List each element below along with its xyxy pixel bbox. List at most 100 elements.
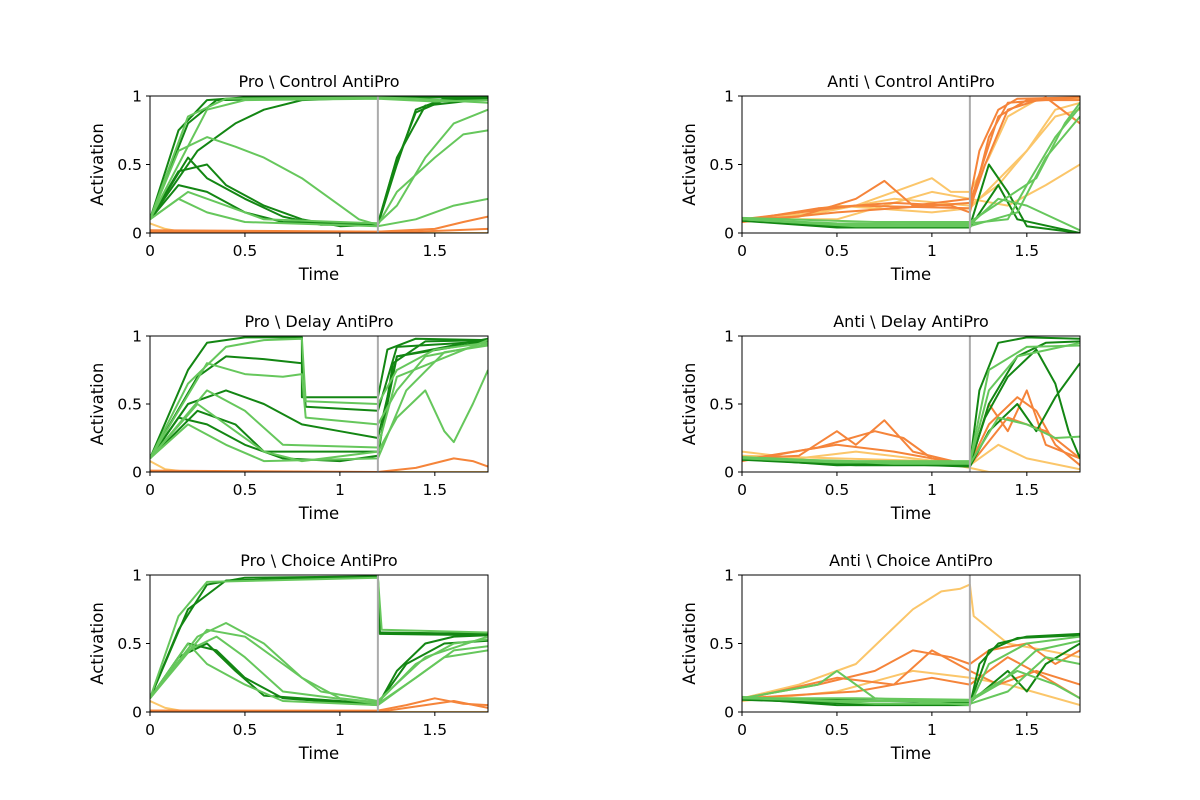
subplot-anti_choice: 0 0.5 1 1.5 0 0.5 1 Anti \ Choice AntiPro Time Ac… <box>680 551 1081 763</box>
x-tick-label: 0.5 <box>233 481 258 499</box>
x-tick-label: 1 <box>927 721 937 739</box>
series-line-light_green-7 <box>150 369 488 463</box>
subplot-title: Pro \ Control AntiPro <box>238 72 399 91</box>
series-group <box>150 575 488 712</box>
y-tick-label: 1 <box>132 88 142 106</box>
subplot-title: Anti \ Delay AntiPro <box>833 312 989 331</box>
series-line-dark_orange-5 <box>742 96 1080 222</box>
subplot-anti_delay: 0 0.5 1 1.5 0 0.5 1 Anti \ Delay AntiPro Time Act… <box>680 312 1081 523</box>
y-axis-label: Activation <box>88 602 107 685</box>
y-tick-label: 0 <box>724 704 734 722</box>
series-line-light_green-8 <box>150 197 488 228</box>
x-axis-label: Time <box>890 504 931 523</box>
x-tick-label: 1 <box>335 242 345 260</box>
x-tick-label: 0 <box>145 242 155 260</box>
y-tick-label: 0 <box>724 464 734 482</box>
x-tick-label: 0 <box>737 721 747 739</box>
series-line-light_green-10 <box>150 97 488 220</box>
x-tick-label: 0 <box>145 721 155 739</box>
x-tick-label: 1.5 <box>1015 242 1040 260</box>
subplot-pro_delay: 0 0.5 1 1.5 0 0.5 1 Pro \ Delay AntiPro Time Acti… <box>88 312 489 523</box>
y-tick-label: 0.5 <box>709 635 734 653</box>
series-line-light_green-11 <box>742 115 1080 228</box>
y-tick-label: 0 <box>724 225 734 243</box>
y-tick-label: 0.5 <box>117 156 142 174</box>
y-axis-label: Activation <box>88 363 107 446</box>
series-line-dark_green-4 <box>150 97 488 226</box>
x-axis-label: Time <box>890 744 931 763</box>
x-axis-label: Time <box>298 504 339 523</box>
y-tick-label: 1 <box>132 567 142 585</box>
series-group <box>150 96 488 233</box>
y-tick-label: 0.5 <box>117 635 142 653</box>
series-line-light_green-5 <box>150 337 488 459</box>
series-line-light_green-8 <box>150 344 488 463</box>
x-tick-label: 0.5 <box>825 721 850 739</box>
x-tick-label: 0.5 <box>825 481 850 499</box>
series-group <box>742 336 1080 472</box>
x-tick-label: 0 <box>145 481 155 499</box>
series-line-dark_green-0 <box>150 96 488 220</box>
series-line-light_green-10 <box>742 416 1080 465</box>
series-line-dark_orange-4 <box>742 656 1080 700</box>
subplot-title: Anti \ Control AntiPro <box>827 72 994 91</box>
subplot-pro_control: 0 0.5 1 1.5 0 0.5 1 Pro \ Control AntiPro Time Ac… <box>88 72 489 284</box>
subplot-title: Anti \ Choice AntiPro <box>829 551 993 570</box>
x-tick-label: 1.5 <box>1015 721 1040 739</box>
series-line-dark_green-9 <box>742 184 1080 233</box>
x-tick-label: 1 <box>335 481 345 499</box>
series-line-light_green-6 <box>150 129 488 226</box>
x-axis-label: Time <box>890 265 931 284</box>
series-line-dark_green-6 <box>742 340 1080 467</box>
series-group <box>742 96 1080 233</box>
x-tick-label: 1.5 <box>1015 481 1040 499</box>
x-tick-label: 1.5 <box>423 481 448 499</box>
series-line-dark_orange-7 <box>742 96 1080 221</box>
x-tick-label: 1 <box>335 721 345 739</box>
series-line-dark_green-8 <box>742 163 1080 233</box>
x-tick-label: 0.5 <box>233 721 258 739</box>
subplot-pro_choice: 0 0.5 1 1.5 0 0.5 1 Pro \ Choice AntiPro Time Act… <box>88 551 489 763</box>
y-axis-label: Activation <box>680 123 699 206</box>
y-tick-label: 1 <box>724 328 734 346</box>
y-tick-label: 0.5 <box>117 396 142 414</box>
series-line-light_green-10 <box>742 656 1080 705</box>
series-line-dark_green-3 <box>150 639 488 705</box>
series-line-light_green-7 <box>150 628 488 702</box>
x-tick-label: 1 <box>927 242 937 260</box>
series-line-dark_green-7 <box>742 348 1080 467</box>
series-line-light_green-11 <box>742 344 1080 463</box>
x-tick-label: 1.5 <box>423 721 448 739</box>
x-tick-label: 0.5 <box>825 242 850 260</box>
series-line-dark_green-3 <box>150 97 488 228</box>
series-line-dark_orange-11 <box>150 215 488 233</box>
series-line-dark_orange-12 <box>150 227 488 233</box>
series-line-light_green-11 <box>742 669 1080 701</box>
subplot-title: Pro \ Delay AntiPro <box>244 312 393 331</box>
y-tick-label: 1 <box>724 88 734 106</box>
series-line-dark_green-1 <box>150 575 488 699</box>
series-line-dark_green-6 <box>742 634 1080 705</box>
x-tick-label: 0 <box>737 242 747 260</box>
x-axis-label: Time <box>298 744 339 763</box>
y-axis-label: Activation <box>88 123 107 206</box>
series-line-light_green-6 <box>150 642 488 707</box>
x-tick-label: 1.5 <box>423 242 448 260</box>
x-axis-label: Time <box>298 265 339 284</box>
series-line-dark_green-1 <box>150 96 488 220</box>
series-line-dark_green-5 <box>150 97 488 225</box>
y-tick-label: 0.5 <box>709 396 734 414</box>
y-tick-label: 0 <box>132 225 142 243</box>
series-line-light_green-8 <box>150 576 488 699</box>
y-tick-label: 1 <box>724 567 734 585</box>
series-group <box>742 583 1080 707</box>
x-tick-label: 0.5 <box>233 242 258 260</box>
series-line-light_green-13 <box>742 102 1080 223</box>
y-axis-label: Activation <box>680 363 699 446</box>
series-line-light_green-6 <box>150 343 488 459</box>
subplot-anti_control: 0 0.5 1 1.5 0 0.5 1 Anti \ Control AntiPro Time A… <box>680 72 1081 284</box>
y-tick-label: 0 <box>132 704 142 722</box>
y-axis-label: Activation <box>680 602 699 685</box>
x-tick-label: 1 <box>927 481 937 499</box>
series-line-dark_green-2 <box>150 96 488 220</box>
